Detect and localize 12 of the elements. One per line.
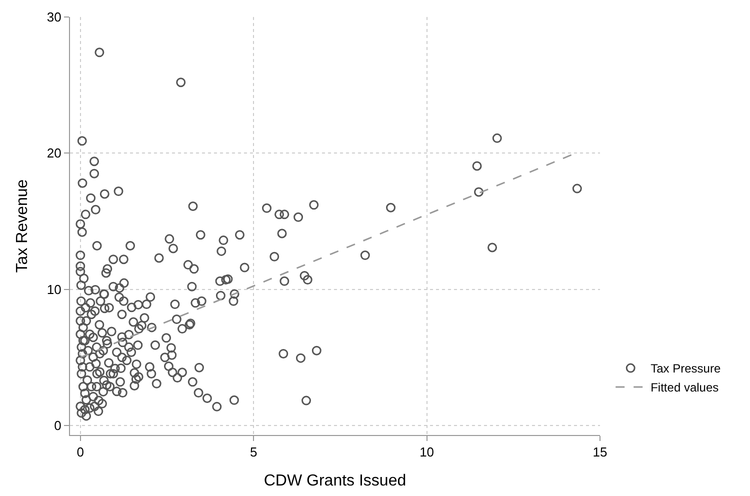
x-tick-label: 0 — [76, 444, 84, 460]
y-tick-label: 0 — [54, 418, 62, 434]
x-axis-title: CDW Grants Issued — [264, 472, 406, 490]
y-axis-title: Tax Revenue — [14, 179, 31, 273]
legend-label: Tax Pressure — [650, 362, 721, 376]
y-tick-label: 10 — [46, 282, 62, 297]
y-tick-label: 20 — [46, 146, 62, 161]
legend-label: Fitted values — [650, 380, 719, 395]
y-tick-label: 30 — [46, 10, 62, 25]
x-tick-label: 15 — [592, 444, 608, 460]
x-tick-label: 5 — [250, 444, 258, 460]
x-tick-label: 10 — [420, 444, 434, 460]
